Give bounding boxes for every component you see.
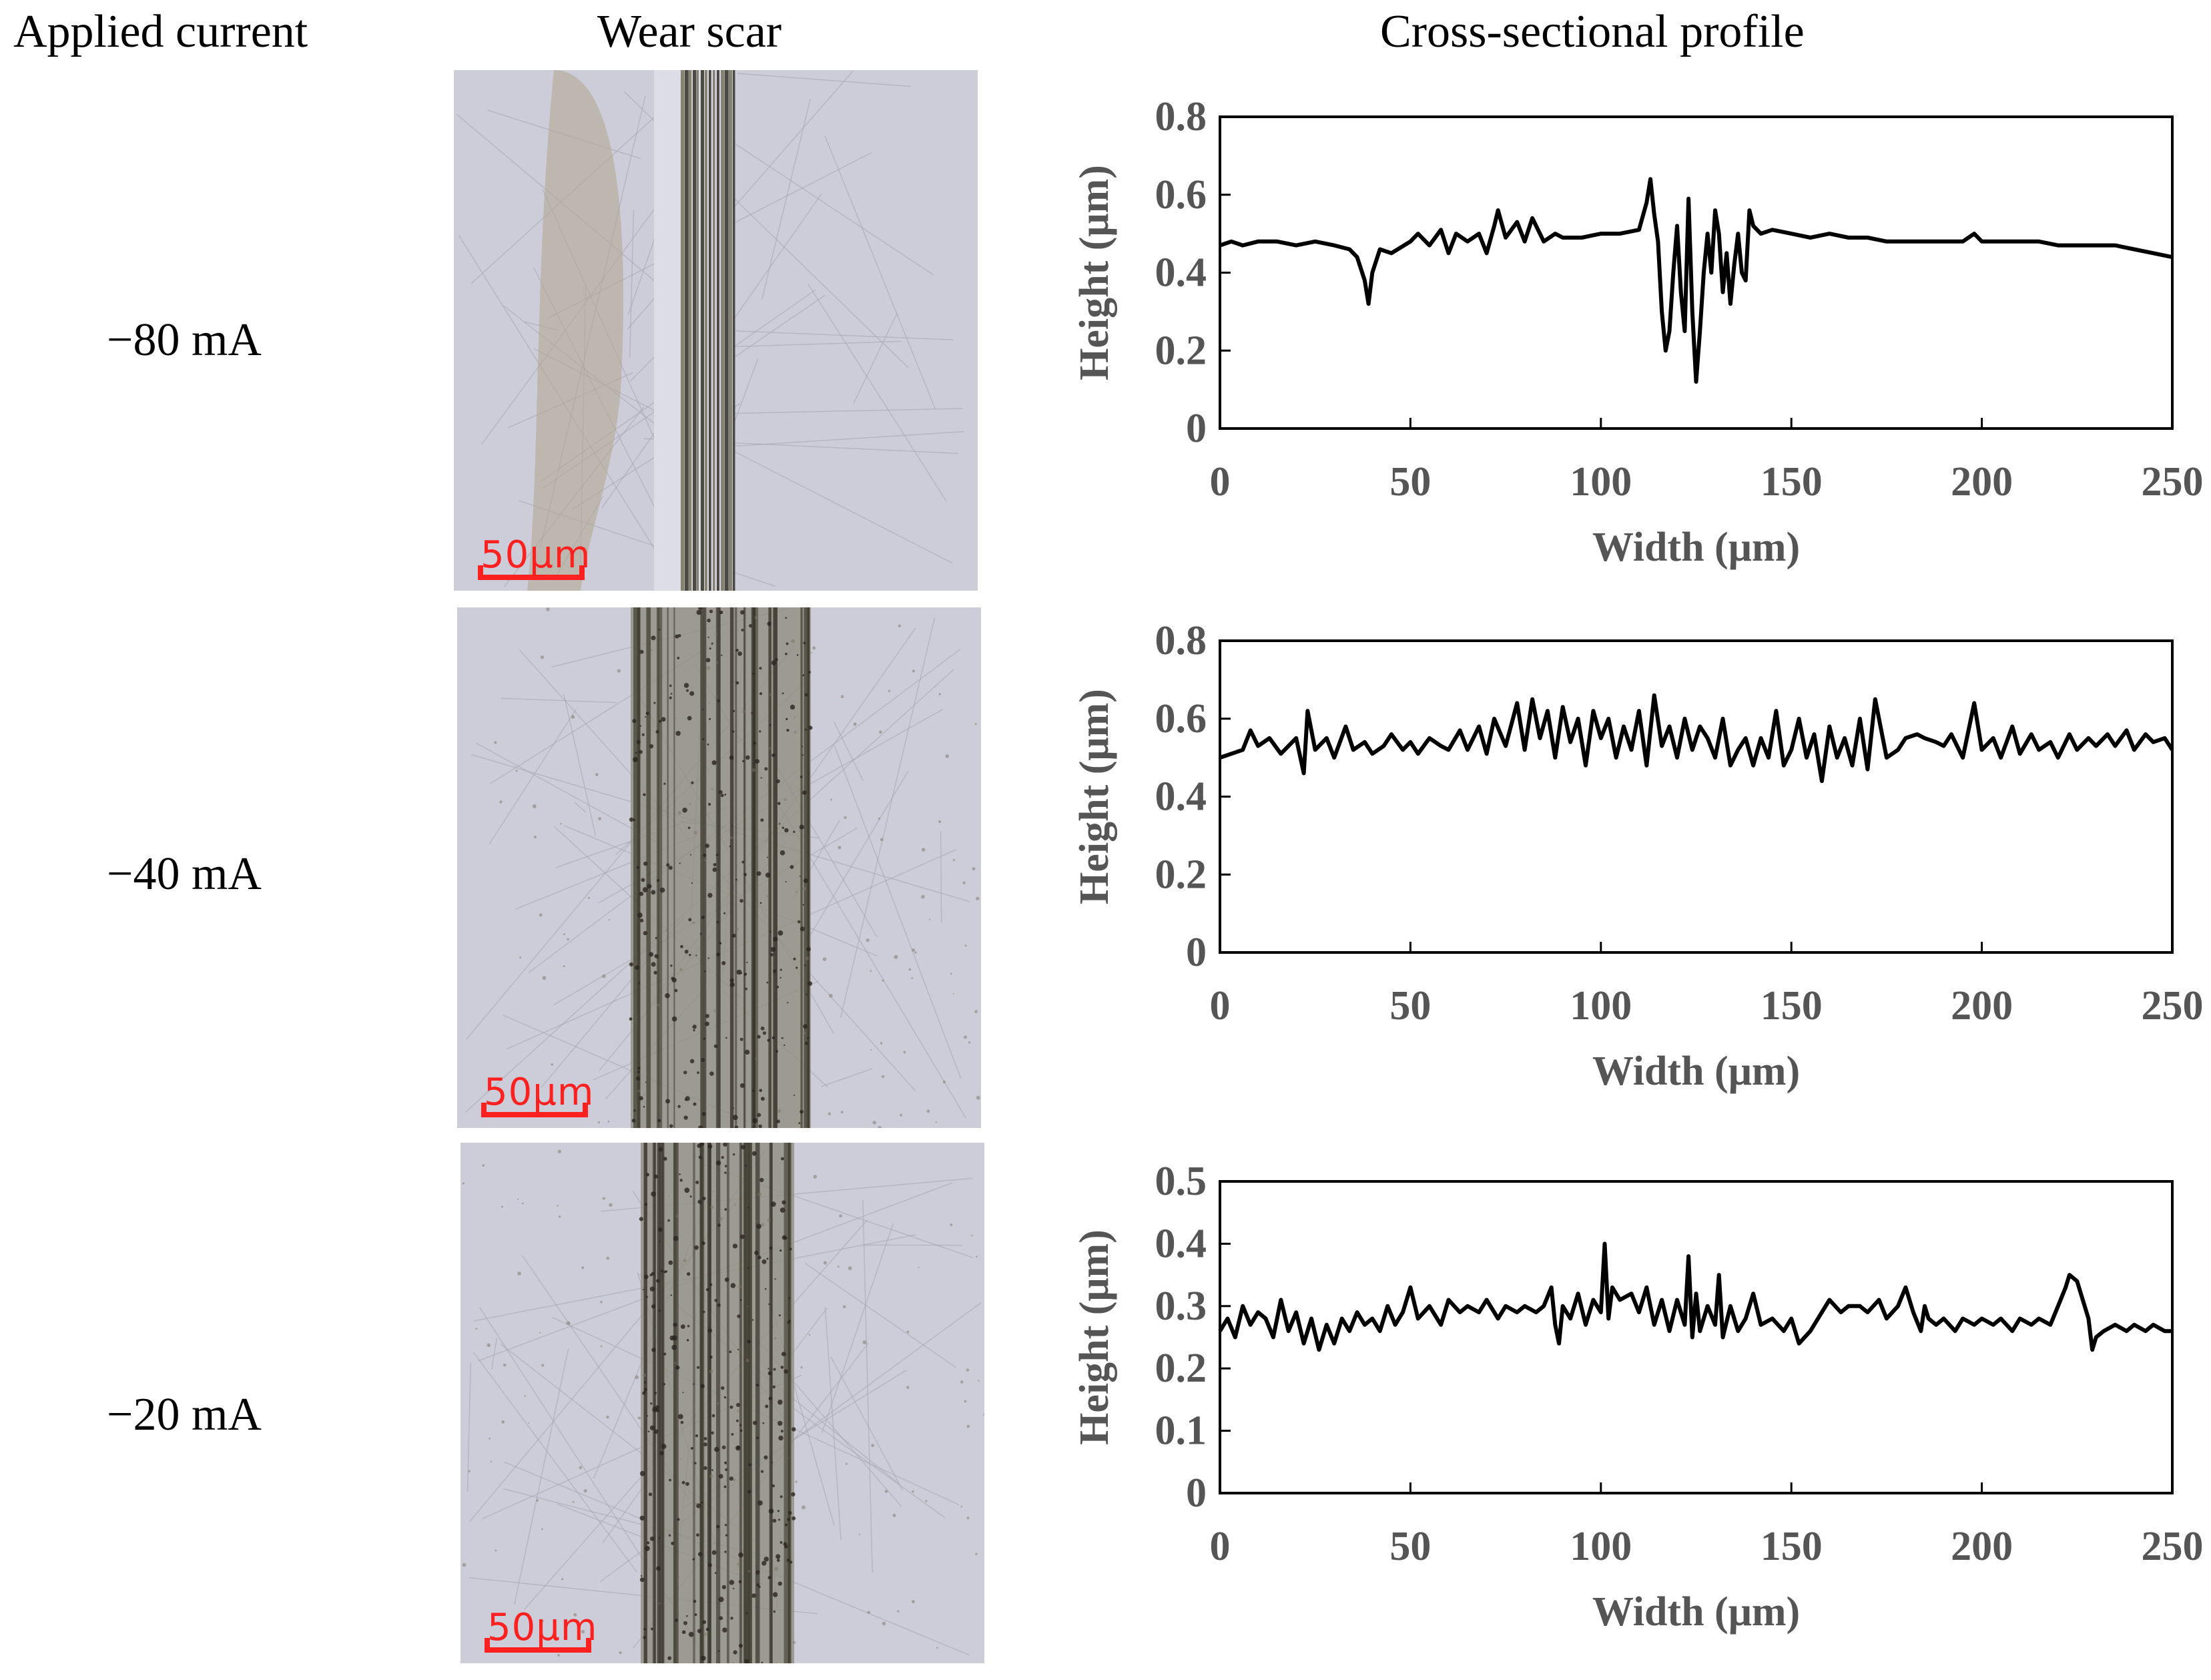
wear-scar-image-2: 50μm [457,607,981,1128]
x-tick-label-2-4: 200 [1951,983,2013,1029]
x-tick-label-1-3: 150 [1761,459,1823,505]
x-tick-label-2-5: 250 [2142,983,2204,1029]
y-tick-label-3-3: 0.3 [1155,1284,1207,1329]
y-tick-label-3-5: 0.5 [1155,1159,1207,1204]
profile-line-2 [1219,693,2174,784]
y-tick-label-1-1: 0.2 [1155,328,1207,373]
profile-line-1 [1219,177,2173,384]
y-tick-label-2-0: 0 [1186,930,1207,975]
x-tick-label-2-0: 0 [1210,983,1231,1029]
x-tick-label-3-3: 150 [1761,1524,1823,1569]
y-axis-label-2: Height (μm) [1072,689,1117,904]
x-tick-label-3-1: 50 [1389,1524,1431,1569]
y-tick-label-2-3: 0.6 [1155,696,1207,742]
plot-frame-2 [1219,639,2174,954]
x-tick-label-3-0: 0 [1210,1524,1231,1569]
y-tick-label-3-2: 0.2 [1155,1346,1207,1391]
profile-line-3 [1218,1241,2172,1352]
y-tick-label-2-2: 0.4 [1155,774,1207,820]
y-tick-label-2-4: 0.8 [1155,618,1207,663]
x-axis-label-2: Width (μm) [1592,1049,1800,1094]
y-tick-label-3-0: 0 [1186,1470,1207,1516]
y-tick-label-3-1: 0.1 [1155,1408,1207,1454]
y-tick-label-1-4: 0.8 [1155,94,1207,139]
row-label-2: −40 mA [107,848,262,900]
scale-bar-label-2: 50μm [484,1071,595,1114]
y-tick-label-1-0: 0 [1186,406,1207,451]
wear-scar-image-1: 50μm [454,70,978,591]
row-label-3: −20 mA [107,1389,262,1440]
scale-bar-label-1: 50μm [481,533,591,577]
x-axis-label-1: Width (μm) [1592,525,1800,570]
x-tick-label-2-1: 50 [1389,983,1431,1029]
y-tick-label-3-4: 0.4 [1155,1221,1207,1266]
y-tick-label-2-1: 0.2 [1155,852,1207,897]
x-tick-label-1-0: 0 [1210,459,1231,505]
scale-bar-2: 50μm [481,1071,593,1117]
row-label-1: −80 mA [107,314,262,366]
profile-chart-1: 0 50 100 150 200 250 0 0.2 0.4 0.6 0.8 Width (μm) He… [1072,94,2204,570]
x-tick-label-1-2: 100 [1570,459,1632,505]
x-tick-label-3-4: 200 [1951,1524,2013,1569]
scale-bar-1: 50μm [478,533,590,580]
scale-bar-3: 50μm [485,1606,597,1653]
x-tick-label-2-3: 150 [1761,983,1823,1029]
scale-bar-label-3: 50μm [487,1606,598,1649]
header-cross-sectional-profile: Cross-sectional profile [1380,6,1805,57]
x-tick-label-1-4: 200 [1951,459,2013,505]
x-tick-label-1-5: 250 [2142,459,2204,505]
y-axis-label-1: Height (μm) [1072,165,1117,380]
profile-chart-2: 0 50 100 150 200 250 0 0.2 0.4 0.6 0.8 Width (μm) He… [1072,618,2204,1094]
x-tick-label-3-5: 250 [2142,1524,2204,1569]
x-tick-label-2-2: 100 [1570,983,1632,1029]
x-axis-label-3: Width (μm) [1592,1589,1800,1635]
x-tick-label-1-1: 50 [1389,459,1431,505]
wear-scar-image-3: 50μm [460,1143,984,1663]
header-wear-scar: Wear scar [597,6,782,57]
y-tick-label-1-3: 0.6 [1155,172,1207,218]
y-axis-label-3: Height (μm) [1072,1229,1117,1445]
profile-chart-3: 0 50 100 150 200 250 0 0.1 0.2 0.3 0.4 0.5 Width (μm… [1072,1159,2204,1635]
header-applied-current: Applied current [13,6,308,57]
y-tick-label-1-2: 0.4 [1155,250,1207,296]
plot-frame-3 [1219,1180,2174,1494]
x-tick-label-3-2: 100 [1570,1524,1632,1569]
